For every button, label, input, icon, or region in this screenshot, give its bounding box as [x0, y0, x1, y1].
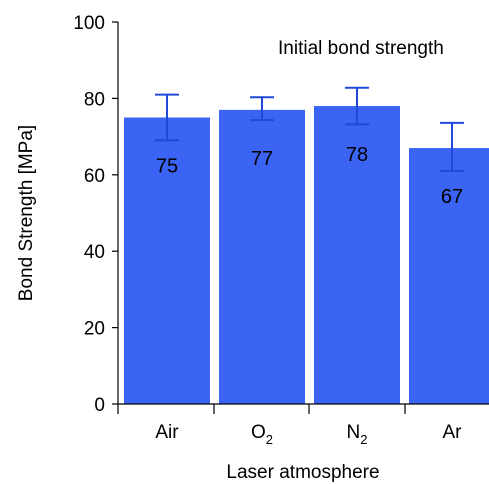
- bar-0: [124, 117, 210, 404]
- value-label-2: 78: [346, 144, 368, 166]
- x-tick-label-1: O2: [251, 422, 273, 447]
- chart-annotation: Initial bond strength: [278, 38, 444, 59]
- y-tick-label-40: 40: [84, 242, 105, 263]
- x-ticks-layer: Air O2 N2 Ar: [117, 404, 463, 447]
- value-label-1: 77: [251, 148, 273, 170]
- x-tick-label-2: N2: [347, 422, 368, 447]
- bar-3: [409, 148, 489, 404]
- error-bar-2: [345, 86, 369, 126]
- error-bar-1: [250, 96, 274, 122]
- y-ticks-layer: 0 20 40 60 80 100: [73, 13, 118, 416]
- y-tick-label-0: 0: [94, 395, 105, 416]
- y-axis-label: Bond Strength [MPa]: [16, 125, 37, 301]
- y-tick-label-20: 20: [84, 319, 105, 340]
- bars-layer: [124, 106, 489, 405]
- bar-2: [314, 106, 400, 404]
- value-label-3: 67: [441, 186, 463, 208]
- x-tick-label-0: Air: [155, 422, 179, 443]
- error-bars-layer: [155, 86, 464, 172]
- y-tick-label-60: 60: [84, 166, 105, 187]
- error-bar-3: [440, 121, 464, 172]
- error-bar-0: [155, 93, 179, 142]
- y-tick-label-80: 80: [84, 89, 105, 110]
- x-tick-label-3: Ar: [443, 422, 463, 443]
- bar-1: [219, 109, 305, 405]
- value-labels-layer: 75 77 78 67: [156, 144, 463, 208]
- y-tick-label-100: 100: [73, 13, 105, 34]
- x-axis-label: Laser atmosphere: [226, 462, 379, 483]
- value-label-0: 75: [156, 156, 178, 178]
